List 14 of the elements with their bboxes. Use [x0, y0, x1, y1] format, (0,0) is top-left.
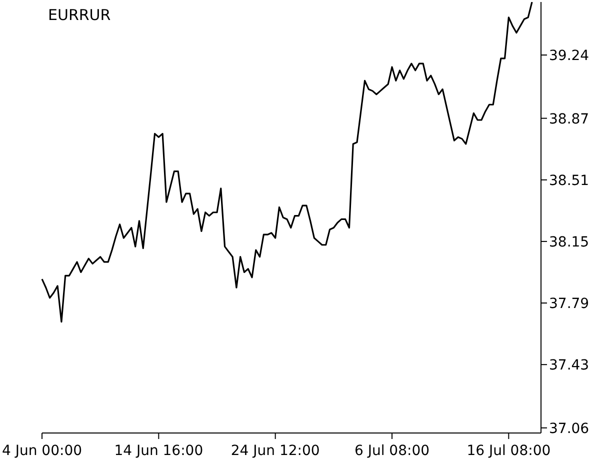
y-tick-label: 37.79 — [549, 296, 590, 312]
y-tick-label: 39.24 — [549, 48, 590, 64]
x-tick-label: 16 Jul 08:00 — [466, 443, 551, 459]
x-tick-label: 4 Jun 00:00 — [2, 443, 82, 459]
x-tick-label: 14 Jun 16:00 — [114, 443, 204, 459]
y-tick-label: 37.06 — [549, 420, 590, 437]
chart-title: EURRUR — [48, 6, 111, 24]
x-tick-label: 24 Jun 12:00 — [230, 443, 320, 459]
y-tick-label: 38.15 — [549, 234, 590, 250]
y-tick-label: 38.51 — [549, 172, 590, 189]
line-series — [41, 2, 533, 323]
y-tick-label: 38.87 — [549, 111, 590, 128]
y-tick-label: 37.43 — [549, 358, 590, 374]
x-tick-label: 6 Jul 08:00 — [354, 443, 430, 459]
